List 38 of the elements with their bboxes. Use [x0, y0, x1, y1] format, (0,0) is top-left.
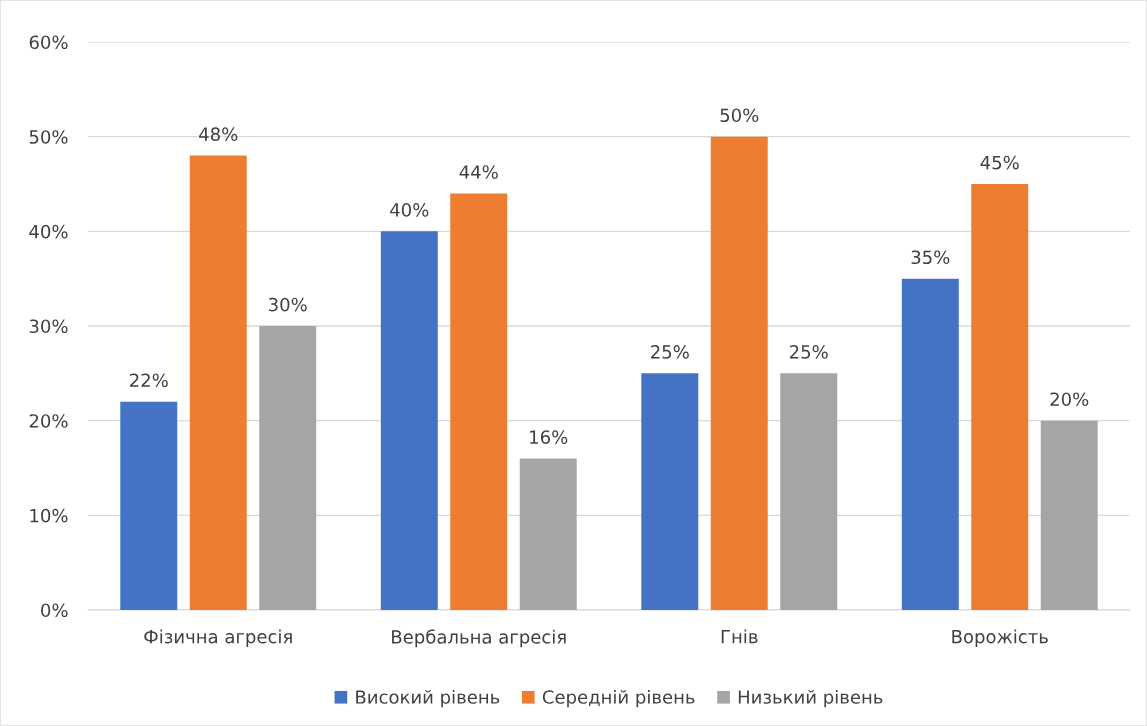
bar: [641, 373, 699, 610]
bar: [971, 184, 1029, 610]
x-tick-label: Ворожість: [952, 629, 1048, 647]
bar: [901, 278, 959, 610]
bar: [259, 326, 317, 610]
x-tick-label: Вербальна агресія: [392, 629, 566, 648]
bar: [710, 136, 768, 610]
y-tick-label: 60%: [29, 35, 68, 50]
data-label: 16%: [530, 430, 568, 444]
data-label: 30%: [269, 297, 307, 312]
bar: [1040, 420, 1098, 610]
data-label: 50%: [720, 108, 759, 123]
y-tick-label: 40%: [29, 224, 68, 239]
data-label: 45%: [980, 155, 1019, 170]
legend-label: Низький рівень: [738, 689, 883, 708]
legend-label: Середній рівень: [542, 689, 695, 708]
bar: [380, 231, 438, 610]
data-label: 22%: [130, 373, 168, 388]
data-label: 44%: [459, 165, 498, 179]
y-tick-label: 30%: [29, 319, 68, 334]
y-tick-label: 10%: [30, 508, 68, 523]
legend-label: Високий рівень: [356, 689, 500, 708]
bar: [519, 458, 577, 610]
x-tick-label: Фізична агресія: [144, 629, 292, 647]
data-label: 25%: [789, 345, 828, 359]
bar: [189, 155, 247, 610]
bar: [120, 401, 178, 610]
data-label: 48%: [199, 127, 238, 141]
data-label: 25%: [651, 345, 689, 359]
data-label: 20%: [1050, 392, 1089, 407]
y-tick-label: 50%: [29, 130, 68, 144]
y-tick-label: 0%: [41, 603, 68, 618]
data-label: 35%: [911, 250, 950, 265]
bar: [450, 193, 508, 610]
x-tick-label: Гнів: [721, 629, 758, 644]
y-tick-label: 20%: [29, 414, 68, 428]
bar: [780, 373, 838, 610]
data-label: 40%: [390, 203, 429, 217]
